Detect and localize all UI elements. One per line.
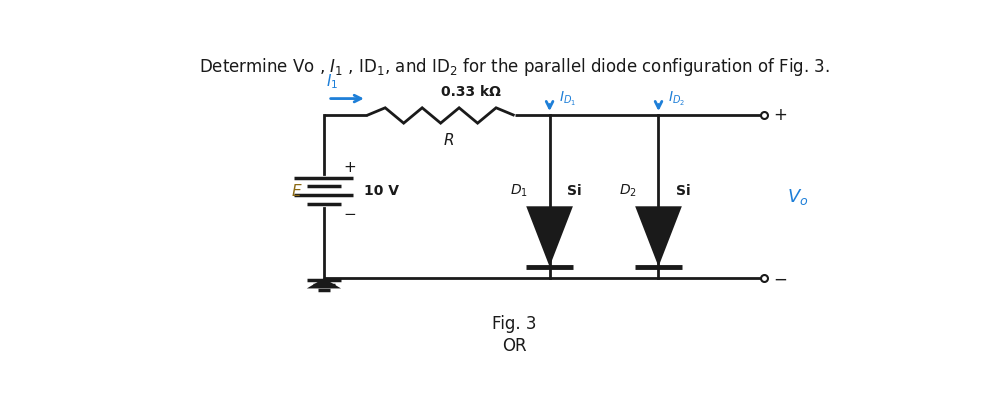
Text: 10 V: 10 V	[364, 184, 399, 198]
Text: 0.33 kΩ: 0.33 kΩ	[440, 85, 500, 99]
Text: $-$: $-$	[343, 205, 356, 220]
Text: $I_{D_2}$: $I_{D_2}$	[667, 89, 684, 108]
Text: $D_1$: $D_1$	[510, 182, 528, 199]
Text: $I_1$: $I_1$	[325, 72, 337, 91]
Text: $D_2$: $D_2$	[618, 182, 636, 199]
Text: $-$: $-$	[772, 269, 786, 287]
Polygon shape	[635, 206, 681, 267]
Text: OR: OR	[502, 337, 527, 355]
Polygon shape	[307, 279, 341, 288]
Text: Determine Vo , $I_1$ , $\mathrm{ID}_1$, and $\mathrm{ID}_2$ for the parallel dio: Determine Vo , $I_1$ , $\mathrm{ID}_1$, …	[199, 55, 829, 77]
Text: $+$: $+$	[343, 160, 356, 175]
Text: Fig. 3: Fig. 3	[491, 315, 537, 334]
Text: $V_o$: $V_o$	[786, 187, 807, 207]
Text: Si: Si	[675, 184, 689, 198]
Text: $I_{D_1}$: $I_{D_1}$	[559, 89, 576, 108]
Polygon shape	[526, 206, 573, 267]
Text: $R$: $R$	[442, 132, 453, 148]
Text: $+$: $+$	[772, 107, 786, 124]
Text: Si: Si	[566, 184, 581, 198]
Text: $E$: $E$	[290, 183, 302, 199]
